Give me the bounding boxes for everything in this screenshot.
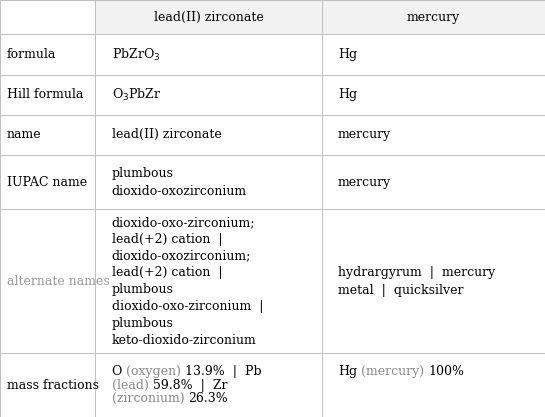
Text: lead(II) zirconate: lead(II) zirconate: [112, 128, 221, 141]
Text: 26.3%: 26.3%: [189, 392, 228, 405]
Text: plumbous
dioxido-oxozirconium: plumbous dioxido-oxozirconium: [112, 166, 247, 198]
Text: dioxido-oxo-zirconium;
lead(+2) cation  |
dioxido-oxozirconium;
lead(+2) cation : dioxido-oxo-zirconium; lead(+2) cation |…: [112, 216, 263, 347]
Text: mercury: mercury: [407, 11, 460, 24]
Text: O$_3$PbZr: O$_3$PbZr: [112, 87, 161, 103]
Text: 13.9%  |  Pb: 13.9% | Pb: [185, 365, 262, 378]
Bar: [322, 0, 545, 35]
Bar: [95, 0, 322, 35]
Text: mercury: mercury: [338, 176, 391, 188]
Text: Hg: Hg: [338, 88, 357, 101]
Text: (zirconium): (zirconium): [112, 392, 189, 405]
Text: hydrargyrum  |  mercury
metal  |  quicksilver: hydrargyrum | mercury metal | quicksilve…: [338, 266, 495, 297]
Text: alternate names: alternate names: [7, 275, 110, 288]
Text: mass fractions: mass fractions: [7, 379, 99, 392]
Text: 100%: 100%: [428, 365, 464, 378]
Text: Hill formula: Hill formula: [7, 88, 83, 101]
Text: O: O: [112, 365, 122, 378]
Text: IUPAC name: IUPAC name: [7, 176, 87, 188]
Text: (oxygen): (oxygen): [122, 365, 185, 378]
Text: name: name: [7, 128, 41, 141]
Text: (mercury): (mercury): [357, 365, 428, 378]
Text: Hg: Hg: [338, 48, 357, 61]
Text: Hg: Hg: [338, 365, 357, 378]
Text: formula: formula: [7, 48, 56, 61]
Text: 59.8%  |  Zr: 59.8% | Zr: [153, 379, 227, 392]
Text: PbZrO$_3$: PbZrO$_3$: [112, 46, 160, 63]
Text: (lead): (lead): [112, 379, 153, 392]
Text: mercury: mercury: [338, 128, 391, 141]
Text: lead(II) zirconate: lead(II) zirconate: [154, 11, 263, 24]
